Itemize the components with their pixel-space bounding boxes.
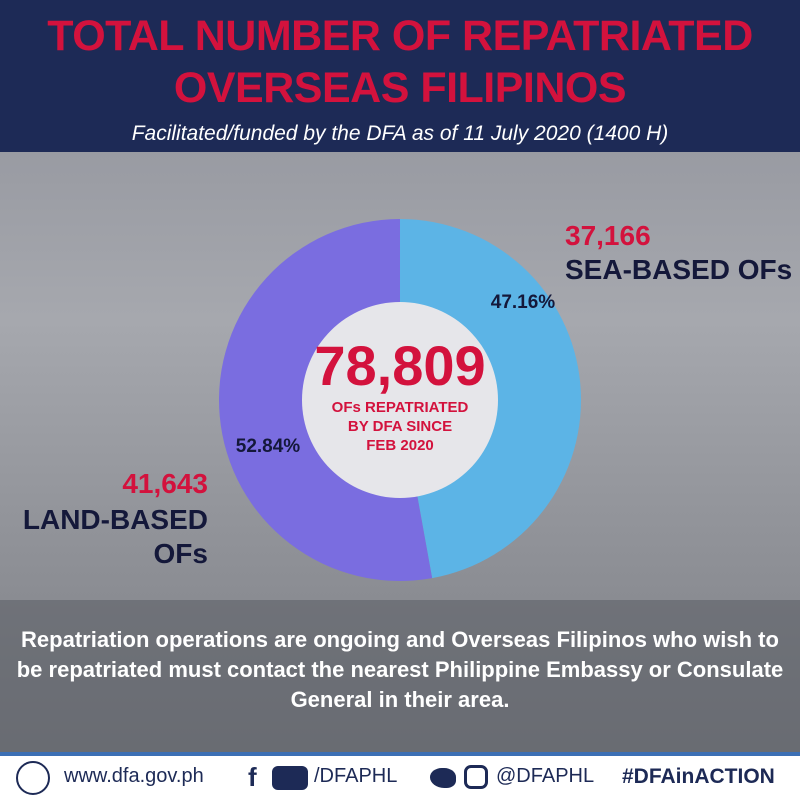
seal-icon <box>16 761 50 795</box>
category-label: LAND-BASED OFs <box>22 504 208 569</box>
percent-label: 52.84% <box>236 436 301 457</box>
count-label: 37,166 <box>565 220 651 251</box>
photo-shade <box>0 600 800 752</box>
count-label: 41,643 <box>122 468 208 499</box>
caption-line: OFs REPATRIATED <box>332 399 469 416</box>
subtitle: Facilitated/funded by the DFA as of 11 J… <box>131 122 669 145</box>
twitter-icon <box>430 768 456 788</box>
facebook-icon: f <box>248 762 257 792</box>
category-label: SEA-BASED OFs <box>565 254 793 285</box>
facebook-handle: /DFAPHL <box>314 765 398 787</box>
donut-hole <box>302 302 498 498</box>
percent-label: 47.16% <box>491 292 556 313</box>
footer <box>0 752 800 800</box>
header <box>0 0 800 152</box>
caption-line: BY DFA SINCE <box>348 418 452 435</box>
note: Repatriation operations are ongoing and … <box>16 627 784 712</box>
instagram-icon <box>464 765 488 789</box>
total: 78,809 <box>314 334 485 397</box>
website: www.dfa.gov.ph <box>64 765 204 787</box>
hashtag: #DFAinACTION <box>622 765 775 788</box>
center-caption: OFs REPATRIATED BY DFA SINCE FEB 2020 <box>332 399 469 454</box>
twitter-handle: @DFAPHL <box>496 765 595 787</box>
title: TOTAL NUMBER OF REPATRIATED OVERSEAS FIL… <box>47 12 753 112</box>
caption-line: FEB 2020 <box>366 437 434 454</box>
youtube-icon <box>272 766 308 790</box>
